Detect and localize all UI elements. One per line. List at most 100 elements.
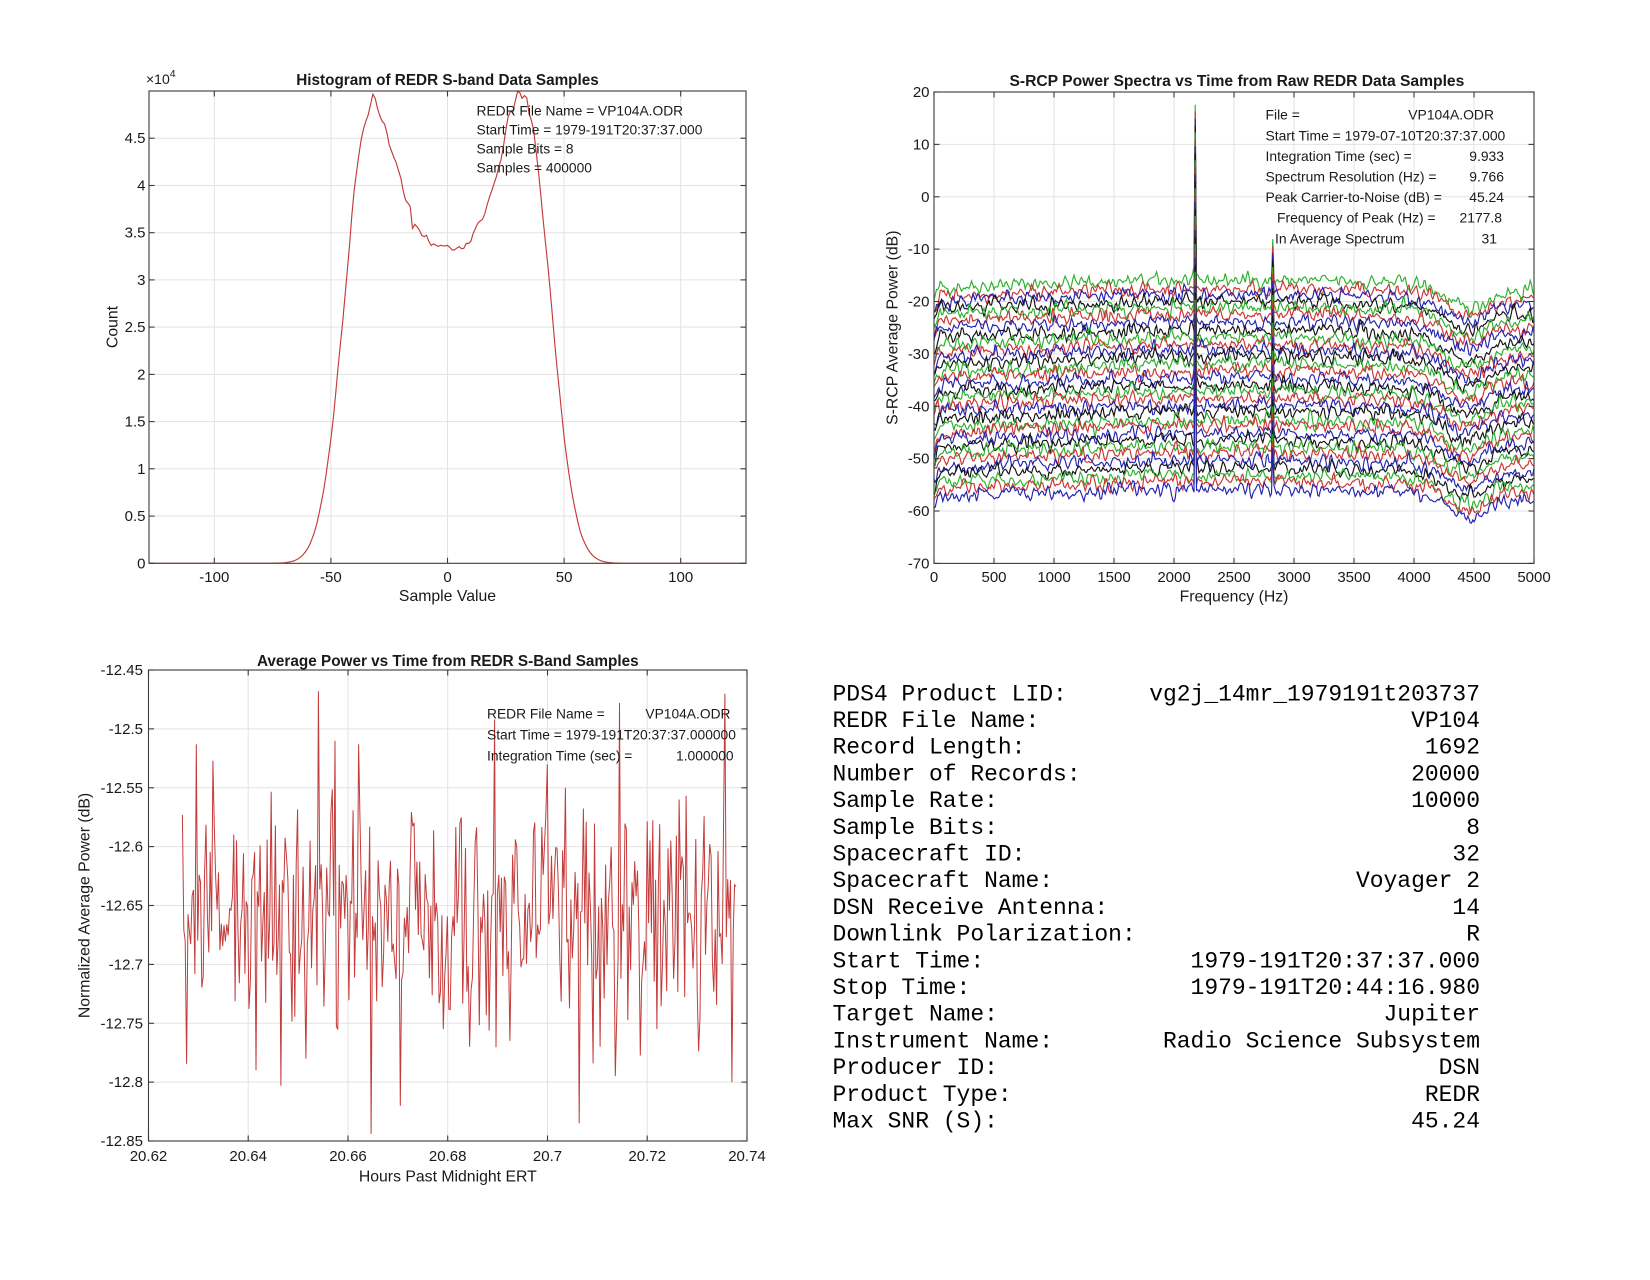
svg-text:1000: 1000 bbox=[1037, 569, 1070, 586]
svg-text:REDR File Name:: REDR File Name: bbox=[833, 708, 1040, 734]
svg-text:Sample Bits:: Sample Bits: bbox=[833, 815, 998, 841]
svg-text:Sample Bits = 8: Sample Bits = 8 bbox=[477, 142, 574, 157]
svg-text:VP104A.ODR: VP104A.ODR bbox=[1408, 107, 1494, 123]
svg-text:S-RCP Power Spectra vs Time fr: S-RCP Power Spectra vs Time from Raw RED… bbox=[1009, 73, 1464, 90]
svg-text:0: 0 bbox=[921, 189, 929, 206]
svg-text:1979-191T20:44:16.980: 1979-191T20:44:16.980 bbox=[1191, 975, 1480, 1001]
svg-text:Histogram of REDR S-band Data: Histogram of REDR S-band Data Samples bbox=[296, 72, 599, 89]
svg-text:4500: 4500 bbox=[1457, 569, 1490, 586]
svg-text:45.24: 45.24 bbox=[1469, 189, 1504, 205]
svg-text:1.5: 1.5 bbox=[125, 414, 146, 431]
svg-text:9.933: 9.933 bbox=[1469, 148, 1504, 164]
svg-text:10000: 10000 bbox=[1411, 788, 1480, 814]
svg-text:8: 8 bbox=[1466, 815, 1480, 841]
svg-text:Target Name:: Target Name: bbox=[833, 1002, 998, 1028]
svg-text:-12.55: -12.55 bbox=[100, 780, 143, 797]
svg-text:In Average Spectrum: In Average Spectrum bbox=[1275, 230, 1404, 246]
svg-text:Peak Carrier-to-Noise (dB) =: Peak Carrier-to-Noise (dB) = bbox=[1266, 189, 1442, 205]
svg-text:3: 3 bbox=[137, 272, 145, 289]
svg-text:Start Time = 1979-07-10T20:37:: Start Time = 1979-07-10T20:37:37.000 bbox=[1266, 127, 1506, 143]
svg-text:Sample Rate:: Sample Rate: bbox=[833, 788, 998, 814]
svg-text:-70: -70 bbox=[908, 555, 930, 572]
svg-text:REDR File Name = VP104A.ODR: REDR File Name = VP104A.ODR bbox=[477, 104, 684, 119]
svg-text:4.5: 4.5 bbox=[125, 130, 146, 147]
svg-text:20: 20 bbox=[913, 84, 930, 101]
svg-text:-12.75: -12.75 bbox=[100, 1015, 143, 1032]
svg-text:2500: 2500 bbox=[1217, 569, 1250, 586]
svg-text:0: 0 bbox=[137, 555, 145, 572]
svg-text:3000: 3000 bbox=[1277, 569, 1310, 586]
svg-text:Integration Time (sec) =: Integration Time (sec) = bbox=[487, 749, 632, 764]
svg-text:3500: 3500 bbox=[1337, 569, 1370, 586]
svg-text:DSN: DSN bbox=[1439, 1055, 1480, 1081]
svg-text:-20: -20 bbox=[908, 294, 930, 311]
svg-text:20.74: 20.74 bbox=[728, 1148, 766, 1165]
svg-text:vg2j_14mr_1979191t203737: vg2j_14mr_1979191t203737 bbox=[1149, 681, 1480, 707]
svg-text:20.72: 20.72 bbox=[628, 1148, 666, 1165]
svg-text:-12.5: -12.5 bbox=[109, 721, 143, 738]
svg-text:4000: 4000 bbox=[1397, 569, 1430, 586]
svg-text:3.5: 3.5 bbox=[125, 225, 146, 242]
svg-text:20.7: 20.7 bbox=[533, 1148, 562, 1165]
svg-text:1979-191T20:37:37.000: 1979-191T20:37:37.000 bbox=[1191, 948, 1480, 974]
svg-text:Producer ID:: Producer ID: bbox=[833, 1055, 998, 1081]
svg-text:Instrument Name:: Instrument Name: bbox=[833, 1028, 1054, 1054]
svg-text:-12.6: -12.6 bbox=[109, 839, 143, 856]
svg-text:Product Type:: Product Type: bbox=[833, 1082, 1012, 1108]
svg-text:4: 4 bbox=[137, 178, 145, 195]
svg-text:Samples = 400000: Samples = 400000 bbox=[477, 161, 593, 176]
svg-text:20.64: 20.64 bbox=[229, 1148, 267, 1165]
svg-text:VP104: VP104 bbox=[1411, 708, 1480, 734]
svg-text:1.000000: 1.000000 bbox=[676, 749, 734, 764]
svg-text:2.5: 2.5 bbox=[125, 319, 146, 336]
svg-text:Max SNR (S):: Max SNR (S): bbox=[833, 1109, 998, 1135]
svg-text:-50: -50 bbox=[320, 569, 342, 586]
svg-text:Spectrum Resolution (Hz) =: Spectrum Resolution (Hz) = bbox=[1266, 169, 1437, 185]
svg-text:2000: 2000 bbox=[1157, 569, 1190, 586]
svg-text:1: 1 bbox=[137, 461, 145, 478]
svg-text:0: 0 bbox=[443, 569, 451, 586]
svg-text:Frequency of Peak (Hz) =: Frequency of Peak (Hz) = bbox=[1277, 210, 1436, 226]
svg-text:File =: File = bbox=[1266, 107, 1300, 123]
svg-text:20.68: 20.68 bbox=[429, 1148, 467, 1165]
svg-text:S-RCP Average Power (dB): S-RCP Average Power (dB) bbox=[885, 231, 902, 425]
svg-text:31: 31 bbox=[1482, 230, 1498, 246]
svg-text:-100: -100 bbox=[199, 569, 229, 586]
svg-text:Downlink Polarization:: Downlink Polarization: bbox=[833, 922, 1136, 948]
svg-text:2177.8: 2177.8 bbox=[1460, 210, 1503, 226]
svg-text:-50: -50 bbox=[908, 451, 930, 468]
svg-text:0: 0 bbox=[930, 569, 938, 586]
svg-text:Normalized Average Power (dB): Normalized Average Power (dB) bbox=[77, 793, 94, 1018]
svg-text:×104: ×104 bbox=[146, 68, 176, 87]
svg-text:-12.7: -12.7 bbox=[109, 956, 143, 973]
svg-text:Start Time:: Start Time: bbox=[833, 948, 985, 974]
svg-text:Spacecraft ID:: Spacecraft ID: bbox=[833, 842, 1026, 868]
svg-text:9.766: 9.766 bbox=[1469, 169, 1504, 185]
svg-text:-40: -40 bbox=[908, 398, 930, 415]
svg-text:1500: 1500 bbox=[1097, 569, 1130, 586]
svg-text:DSN Receive Antenna:: DSN Receive Antenna: bbox=[833, 895, 1109, 921]
svg-text:Start Time = 1979-191T20:37:37: Start Time = 1979-191T20:37:37.000 bbox=[477, 123, 703, 138]
svg-text:20000: 20000 bbox=[1411, 761, 1480, 787]
svg-text:REDR File Name =: REDR File Name = bbox=[487, 707, 605, 722]
svg-text:Jupiter: Jupiter bbox=[1384, 1002, 1481, 1028]
svg-text:Count: Count bbox=[105, 305, 122, 348]
svg-text:Voyager 2: Voyager 2 bbox=[1356, 868, 1480, 894]
svg-text:Stop Time:: Stop Time: bbox=[833, 975, 971, 1001]
svg-text:20.62: 20.62 bbox=[130, 1148, 168, 1165]
svg-text:10: 10 bbox=[913, 136, 930, 153]
svg-text:Spacecraft Name:: Spacecraft Name: bbox=[833, 868, 1054, 894]
svg-text:Number of Records:: Number of Records: bbox=[833, 761, 1081, 787]
svg-text:-60: -60 bbox=[908, 503, 930, 520]
svg-text:Radio Science Subsystem: Radio Science Subsystem bbox=[1163, 1028, 1480, 1054]
svg-text:500: 500 bbox=[981, 569, 1006, 586]
svg-text:Record Length:: Record Length: bbox=[833, 735, 1026, 761]
svg-text:-10: -10 bbox=[908, 241, 930, 258]
svg-text:50: 50 bbox=[556, 569, 573, 586]
svg-text:Start Time = 1979-191T20:37:37: Start Time = 1979-191T20:37:37.000000 bbox=[487, 728, 736, 743]
svg-text:REDR: REDR bbox=[1425, 1082, 1480, 1108]
svg-text:VP104A.ODR: VP104A.ODR bbox=[645, 707, 730, 722]
svg-text:-30: -30 bbox=[908, 346, 930, 363]
svg-text:-12.8: -12.8 bbox=[109, 1074, 143, 1091]
svg-text:R: R bbox=[1466, 922, 1480, 948]
